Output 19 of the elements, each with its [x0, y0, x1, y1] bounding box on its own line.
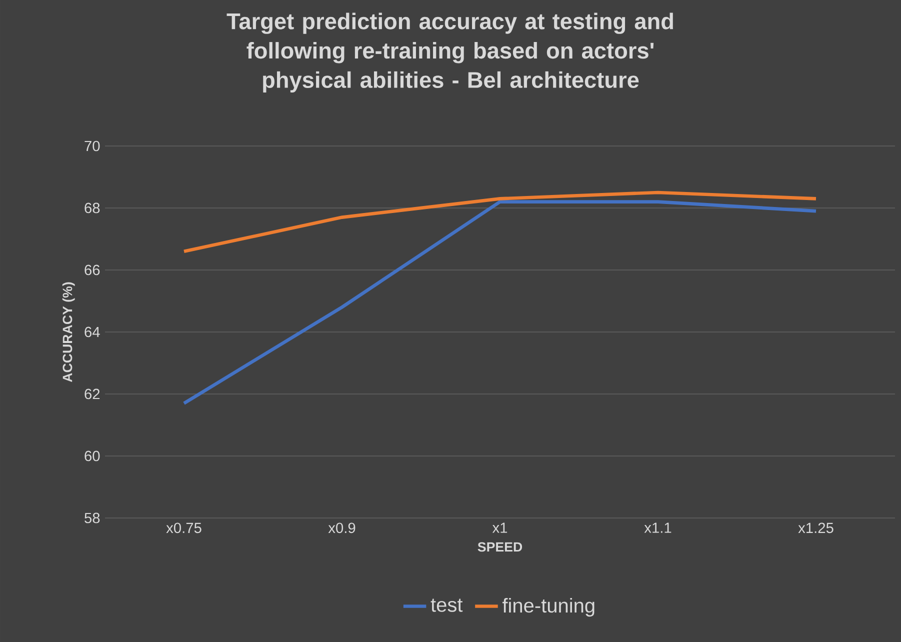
y-tick-label: 70	[84, 140, 100, 152]
x-tick-label: x1	[492, 522, 508, 533]
x-tick-label: x1.1	[644, 522, 672, 533]
x-tick-label: x0.75	[166, 522, 202, 534]
line-series	[182, 200, 818, 405]
y-tick-label: 66	[84, 264, 100, 276]
legend-label: test	[430, 598, 463, 612]
x-tick-label: x0.9	[328, 522, 356, 534]
x-axis-title: SPEED	[478, 542, 522, 552]
x-tick-label: x1.25	[798, 522, 834, 534]
y-tick-label: 60	[84, 450, 100, 462]
y-tick-label: 62	[84, 388, 100, 400]
legend-label: fine-tuning	[502, 598, 594, 617]
y-axis-title: ACCURACY (%)	[62, 282, 75, 382]
y-tick-label: 64	[84, 326, 100, 338]
y-tick-label: 68	[84, 202, 100, 214]
line-series	[182, 190, 818, 254]
y-tick-label: 58	[84, 512, 100, 524]
chart-title: Target prediction accuracy at testing and following re-training based on actors' physical abilities - Bel architecture	[226, 12, 673, 92]
